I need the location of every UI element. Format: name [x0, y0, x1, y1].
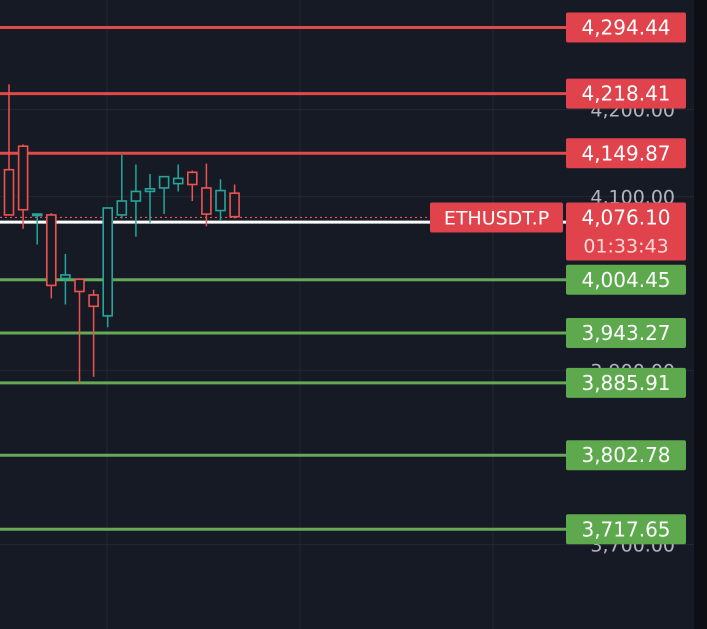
candle	[74, 278, 85, 383]
candle	[144, 174, 156, 223]
support-price-tag-bg	[566, 440, 686, 471]
candle	[116, 154, 128, 219]
candle-body	[45, 214, 57, 287]
candle	[88, 289, 99, 377]
candle	[60, 254, 71, 305]
candle-body	[102, 207, 113, 317]
candle	[229, 184, 240, 219]
resistance-price-tag-bg	[566, 138, 686, 169]
candle	[172, 164, 184, 192]
candle-body	[172, 177, 184, 185]
candle-body	[144, 188, 156, 193]
candle	[158, 175, 170, 215]
candle-body	[88, 294, 99, 308]
current-price-label: 4,076.10	[581, 205, 670, 229]
candle	[17, 144, 29, 229]
candle-body	[201, 187, 212, 215]
support-price-tag-bg	[566, 514, 686, 545]
candle-body	[74, 278, 85, 293]
support-price-tag: 4,004.45	[566, 264, 686, 295]
support-price-tag: 3,802.78	[566, 440, 686, 471]
symbol-label: ETHUSDT.P	[444, 207, 549, 229]
symbol-tag: ETHUSDT.P	[430, 202, 563, 233]
candle-body	[130, 190, 142, 202]
candle	[187, 170, 198, 202]
support-price-tag-bg	[566, 367, 686, 398]
support-price-tag-label: 3,943.27	[581, 321, 670, 345]
countdown-timer: 01:33:43	[583, 235, 668, 257]
candle	[102, 207, 113, 328]
candle-body	[31, 213, 43, 217]
support-price-tag-label: 3,885.91	[581, 371, 670, 395]
candle	[45, 213, 57, 299]
symbol-tag-bg	[430, 202, 563, 233]
candle-body	[3, 168, 15, 216]
resistance-price-tag-label: 4,294.44	[581, 16, 670, 40]
right-edge-strip	[694, 0, 707, 629]
candle-body	[158, 175, 170, 189]
support-price-tag: 3,943.27	[566, 318, 686, 349]
candle	[201, 163, 212, 227]
resistance-price-tag: 4,149.87	[566, 138, 686, 169]
resistance-price-tag-bg	[566, 78, 686, 109]
candle-body	[60, 274, 71, 280]
support-price-tag-bg	[566, 318, 686, 349]
current-price-tag-bg	[566, 202, 686, 261]
candle	[3, 84, 15, 216]
resistance-price-tag: 4,218.41	[566, 78, 686, 109]
candle	[130, 164, 142, 237]
resistance-price-tag-bg	[566, 12, 686, 43]
resistance-price-tag: 4,294.44	[566, 12, 686, 43]
candle-body	[17, 145, 29, 211]
support-price-tag-label: 3,717.65	[581, 517, 670, 541]
support-price-tag: 3,717.65	[566, 514, 686, 545]
support-price-tag-label: 3,802.78	[581, 443, 670, 467]
candle	[215, 179, 226, 221]
resistance-price-tag-label: 4,218.41	[581, 82, 670, 106]
candle	[31, 213, 43, 245]
candle-body	[116, 200, 128, 216]
current-price-tag: 4,076.10 01:33:43	[566, 202, 686, 261]
support-price-tag: 3,885.91	[566, 367, 686, 398]
support-price-tag-label: 4,004.45	[581, 268, 670, 292]
candles	[3, 84, 240, 383]
candle-body	[215, 189, 226, 212]
level-lines[interactable]	[0, 26, 566, 531]
price-tags: 4,294.44 4,218.41 4,149.87 4,004.45 3,943.27…	[430, 12, 686, 545]
candle-body	[229, 192, 240, 218]
support-price-tag-bg	[566, 264, 686, 295]
resistance-price-tag-label: 4,149.87	[581, 141, 670, 165]
candle-body	[187, 171, 198, 186]
